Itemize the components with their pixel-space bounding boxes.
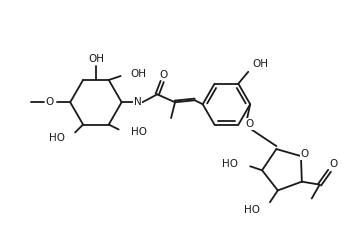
Text: HO: HO [131, 128, 147, 138]
Text: N: N [133, 97, 141, 107]
Text: HO: HO [49, 133, 65, 143]
Text: HO: HO [222, 159, 238, 169]
Text: HO: HO [244, 205, 260, 215]
Text: O: O [301, 149, 309, 159]
Text: OH: OH [252, 59, 268, 69]
Text: O: O [329, 159, 338, 169]
Text: O: O [159, 70, 167, 80]
Text: O: O [45, 97, 54, 107]
Text: OH: OH [88, 54, 104, 64]
Text: OH: OH [131, 69, 147, 79]
Text: O: O [245, 119, 253, 129]
